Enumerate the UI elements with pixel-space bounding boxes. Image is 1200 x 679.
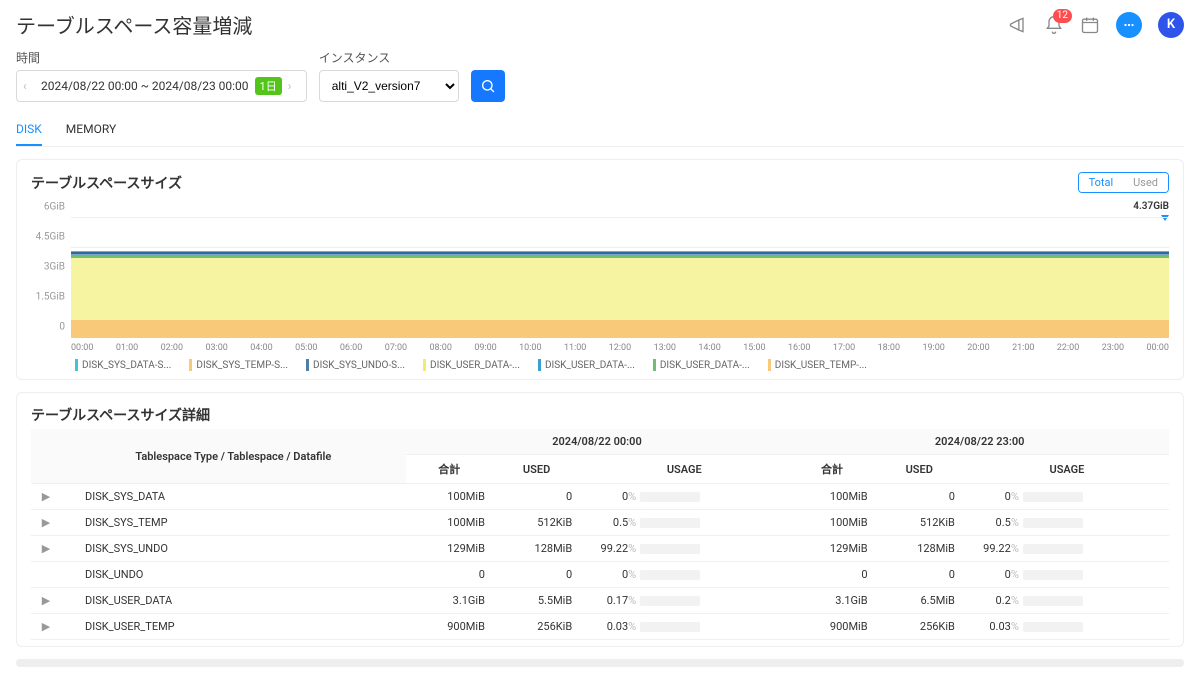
end-marker — [1161, 215, 1169, 221]
col-used-1: USED — [493, 455, 580, 484]
row-name: DISK_USER_DATA — [61, 588, 406, 614]
chart-legend: DISK_SYS_DATA-S... DISK_SYS_TEMP-S... DISK… — [31, 353, 1169, 373]
col-usage-1: USAGE — [580, 455, 788, 484]
row-name: DISK_SYS_UNDO — [61, 536, 406, 562]
chat-icon[interactable] — [1116, 12, 1142, 38]
time-next[interactable]: › — [288, 79, 300, 93]
end-label: 4.37GiB — [1133, 201, 1169, 212]
col-total-1: 合計 — [406, 455, 493, 484]
row-expander[interactable]: ▶ — [31, 484, 61, 510]
legend-item[interactable]: DISK_SYS_UNDO-S... — [306, 359, 405, 371]
chart-band — [71, 258, 1169, 320]
chart-card: テーブルスペースサイズ Total Used 4.37GiB 01.5GiB3G… — [16, 159, 1184, 380]
tab-disk[interactable]: DISK — [16, 114, 42, 146]
tab-memory[interactable]: MEMORY — [66, 114, 116, 146]
table-row: ▶DISK_SYS_TEMP100MiB512KiB0.5%100MiB512K… — [31, 510, 1169, 536]
timerange-input[interactable]: ‹ 2024/08/22 00:00 ~ 2024/08/23 00:00 1日… — [16, 70, 307, 102]
calendar-icon[interactable] — [1080, 15, 1100, 35]
col-group-2: 2024/08/22 23:00 — [788, 429, 1169, 455]
col-used-2: USED — [876, 455, 963, 484]
legend-item[interactable]: DISK_USER_DATA-... — [653, 359, 750, 371]
search-button[interactable] — [471, 70, 505, 102]
avatar[interactable]: K — [1158, 12, 1184, 38]
toggle-used[interactable]: Used — [1123, 173, 1168, 192]
legend-item[interactable]: DISK_USER_DATA-... — [538, 359, 635, 371]
row-expander[interactable]: ▶ — [31, 588, 61, 614]
instance-label: インスタンス — [319, 49, 459, 66]
page-title: テーブルスペース容量増減 — [16, 10, 1008, 39]
legend-item[interactable]: DISK_SYS_TEMP-S... — [189, 359, 288, 371]
area-chart: 4.37GiB 01.5GiB3GiB4.5GiB6GiB 00:0001:00… — [71, 203, 1169, 353]
tabs: DISK MEMORY — [16, 114, 1184, 147]
legend-item[interactable]: DISK_SYS_DATA-S... — [75, 359, 171, 371]
col-group-1: 2024/08/22 00:00 — [406, 429, 789, 455]
col-name: Tablespace Type / Tablespace / Datafile — [61, 429, 406, 484]
row-expander[interactable]: ▶ — [31, 614, 61, 640]
row-expander[interactable]: ▶ — [31, 510, 61, 536]
row-name: DISK_SYS_DATA — [61, 484, 406, 510]
time-label: 時間 — [16, 49, 307, 66]
legend-item[interactable]: DISK_USER_DATA-... — [423, 359, 520, 371]
search-icon — [480, 78, 496, 94]
table-row: ▶DISK_USER_TEMP900MiB256KiB0.03%900MiB25… — [31, 614, 1169, 640]
chart-toggle: Total Used — [1078, 172, 1169, 193]
detail-card: テーブルスペースサイズ詳細 Tablespace Type / Tablespa… — [16, 392, 1184, 647]
row-name: DISK_UNDO — [61, 562, 406, 588]
chart-band — [71, 320, 1169, 338]
chart-title: テーブルスペースサイズ — [31, 173, 1078, 193]
table-row: ▶DISK_SYS_UNDO129MiB128MiB99.22%129MiB12… — [31, 536, 1169, 562]
row-name: DISK_USER_TEMP — [61, 614, 406, 640]
announce-icon[interactable] — [1008, 15, 1028, 35]
h-scrollbar[interactable] — [16, 659, 1184, 667]
detail-title: テーブルスペースサイズ詳細 — [31, 405, 1169, 425]
col-total-2: 合計 — [788, 455, 875, 484]
col-usage-2: USAGE — [963, 455, 1169, 484]
bell-icon[interactable]: 12 — [1044, 15, 1064, 35]
time-prev[interactable]: ‹ — [23, 79, 35, 93]
legend-item[interactable]: DISK_USER_TEMP-... — [768, 359, 867, 371]
row-expander[interactable]: ▶ — [31, 536, 61, 562]
notif-badge: 12 — [1053, 9, 1072, 23]
row-expander[interactable] — [31, 562, 61, 588]
table-row: ▶DISK_USER_DATA3.1GiB5.5MiB0.17%3.1GiB6.… — [31, 588, 1169, 614]
instance-select[interactable]: alti_V2_version7 — [319, 70, 459, 102]
table-row: DISK_UNDO000%000% — [31, 562, 1169, 588]
row-name: DISK_SYS_TEMP — [61, 510, 406, 536]
toggle-total[interactable]: Total — [1079, 173, 1124, 192]
detail-table: Tablespace Type / Tablespace / Datafile … — [31, 429, 1169, 640]
timerange-text: 2024/08/22 00:00 ~ 2024/08/23 00:00 — [41, 79, 249, 93]
range-tag: 1日 — [255, 77, 282, 95]
table-row: ▶DISK_SYS_DATA100MiB00%100MiB00% — [31, 484, 1169, 510]
